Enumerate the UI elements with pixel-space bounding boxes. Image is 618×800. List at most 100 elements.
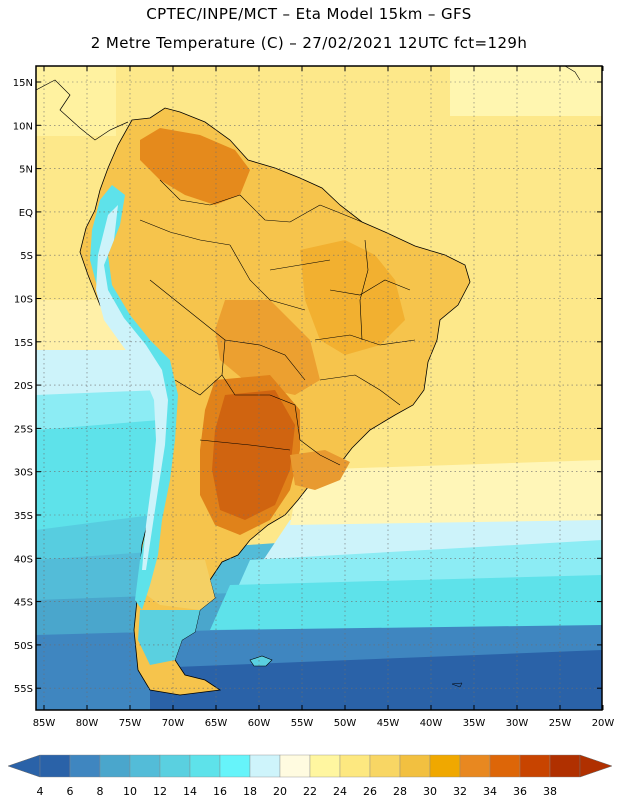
- border-peru-bolivia: [149, 279, 226, 341]
- andes-cold-strip: [90, 185, 178, 610]
- border-brazil-states-3: [319, 374, 401, 406]
- colorbar-tick-label: 30: [423, 785, 437, 798]
- colorbar-high-arrow: [579, 754, 613, 778]
- lat-label: 30S: [14, 468, 33, 479]
- chart-title: CPTEC/INPE/MCT – Eta Model 15km – GFS: [146, 5, 472, 23]
- border-brazil-states-5: [359, 239, 369, 341]
- lon-label: 80W: [76, 718, 99, 729]
- colorbar-swatch: [159, 754, 191, 778]
- map-frame: [35, 65, 603, 711]
- lat-label: 10N: [13, 121, 33, 132]
- colorbar-tick-label: 38: [543, 785, 557, 798]
- colorbar-tick-label: 10: [123, 785, 137, 798]
- colorbar-tick-label: 14: [183, 785, 197, 798]
- border-bolivia-brazil: [224, 339, 306, 381]
- lat-label: 20S: [14, 381, 33, 392]
- lat-label: 15N: [13, 78, 33, 89]
- colorbar-tick-label: 28: [393, 785, 407, 798]
- map-field: [36, 66, 602, 710]
- lon-label: 60W: [248, 718, 271, 729]
- lat-label: 5S: [20, 251, 33, 262]
- colorbar-swatch: [369, 754, 401, 778]
- lat-label: 40S: [14, 554, 33, 565]
- lon-label: 70W: [162, 718, 185, 729]
- border-chile-bolivia: [174, 374, 223, 396]
- border-venezuela-brazil: [239, 194, 321, 223]
- pacific-band-16: [36, 420, 160, 540]
- colorbar-swatch: [279, 754, 311, 778]
- colorbar-swatch: [249, 754, 281, 778]
- colorbar-tick-label: 12: [153, 785, 167, 798]
- colorbar-swatch: [489, 754, 521, 778]
- south-georgia: [451, 682, 463, 688]
- colorbar-tick-label: 34: [483, 785, 497, 798]
- ocean-north-pale: [450, 66, 602, 116]
- border-bolivia-paraguay: [221, 339, 270, 396]
- colorbar-tick-label: 8: [97, 785, 104, 798]
- land-brazil-warm: [300, 240, 405, 355]
- colorbar-low-arrow: [7, 754, 41, 778]
- land-north-hot: [140, 128, 250, 205]
- central-america-coast: [36, 79, 129, 141]
- caribbean-islands: [564, 66, 581, 81]
- lon-label: 25W: [549, 718, 572, 729]
- graticule: [36, 66, 602, 710]
- lat-label: 25S: [14, 424, 33, 435]
- country-borders: [139, 179, 416, 466]
- lon-label: 35W: [463, 718, 486, 729]
- border-colombia-venezuela: [159, 179, 241, 206]
- longitude-labels: 85W 80W 75W 70W 65W 60W 55W 50W 45W 40W 35W 30W 25W 2…: [33, 718, 615, 729]
- falkland-islands: [249, 655, 273, 667]
- colorbar-tick-label: 22: [303, 785, 317, 798]
- colorbar-swatch: [69, 754, 101, 778]
- land-central-warm: [215, 300, 320, 395]
- colorbar-swatch: [519, 754, 551, 778]
- colorbar-tick-label: 26: [363, 785, 377, 798]
- colorbar-swatch: [309, 754, 341, 778]
- latitude-labels: 15N 10N 5N EQ 5S 10S 15S 20S 25S 30S 35S 40S 45S 50S 5…: [13, 78, 33, 695]
- colorbar-swatch: [339, 754, 371, 778]
- colorbar-tick-label: 36: [513, 785, 527, 798]
- lat-label: 5N: [19, 165, 33, 176]
- land-core-hottest: [212, 390, 295, 520]
- lat-label: 50S: [14, 641, 33, 652]
- lat-label: 15S: [14, 338, 33, 349]
- lon-label: 65W: [205, 718, 228, 729]
- land-uruguay: [290, 450, 350, 490]
- border-brazil-states-4: [269, 259, 331, 271]
- lat-label: 10S: [14, 295, 33, 306]
- lat-label: 45S: [14, 598, 33, 609]
- colorbar-swatch: [549, 754, 581, 778]
- lon-label: 45W: [377, 718, 400, 729]
- lon-label: 75W: [119, 718, 142, 729]
- colorbar-swatch: [39, 754, 71, 778]
- colorbar-tick-label: 6: [67, 785, 74, 798]
- colorbar-swatch: [219, 754, 251, 778]
- lat-label: EQ: [19, 208, 33, 219]
- lon-label: 20W: [592, 718, 615, 729]
- land-patagonia-north: [140, 560, 215, 610]
- border-colombia-peru: [139, 219, 231, 246]
- border-brazil-states-2: [314, 334, 416, 346]
- lon-label: 40W: [420, 718, 443, 729]
- border-argentina-north: [199, 439, 291, 451]
- colorbar-tick-label: 18: [243, 785, 257, 798]
- border-peru-brazil: [229, 244, 306, 311]
- colorbar-swatch: [99, 754, 131, 778]
- atlantic-band-22: [290, 460, 602, 525]
- colorbar-labels: 4 6 8 10 12 14 16 18 20 22 24 26 28 30 32 34 36 38: [37, 785, 558, 798]
- chart-subtitle: 2 Metre Temperature (C) – 27/02/2021 12U…: [90, 34, 528, 52]
- lat-label: 55S: [14, 684, 33, 695]
- lon-label: 30W: [506, 718, 529, 729]
- andes-snow: [96, 205, 168, 570]
- colorbar-swatch: [399, 754, 431, 778]
- lon-label: 85W: [33, 718, 56, 729]
- border-brazil-uruguay: [299, 439, 341, 466]
- colorbar-tick-label: 32: [453, 785, 467, 798]
- axis-ticks: [36, 66, 604, 710]
- colorbar-swatch: [459, 754, 491, 778]
- colorbar-swatch: [429, 754, 461, 778]
- lon-label: 50W: [334, 718, 357, 729]
- colorbar: [7, 754, 613, 778]
